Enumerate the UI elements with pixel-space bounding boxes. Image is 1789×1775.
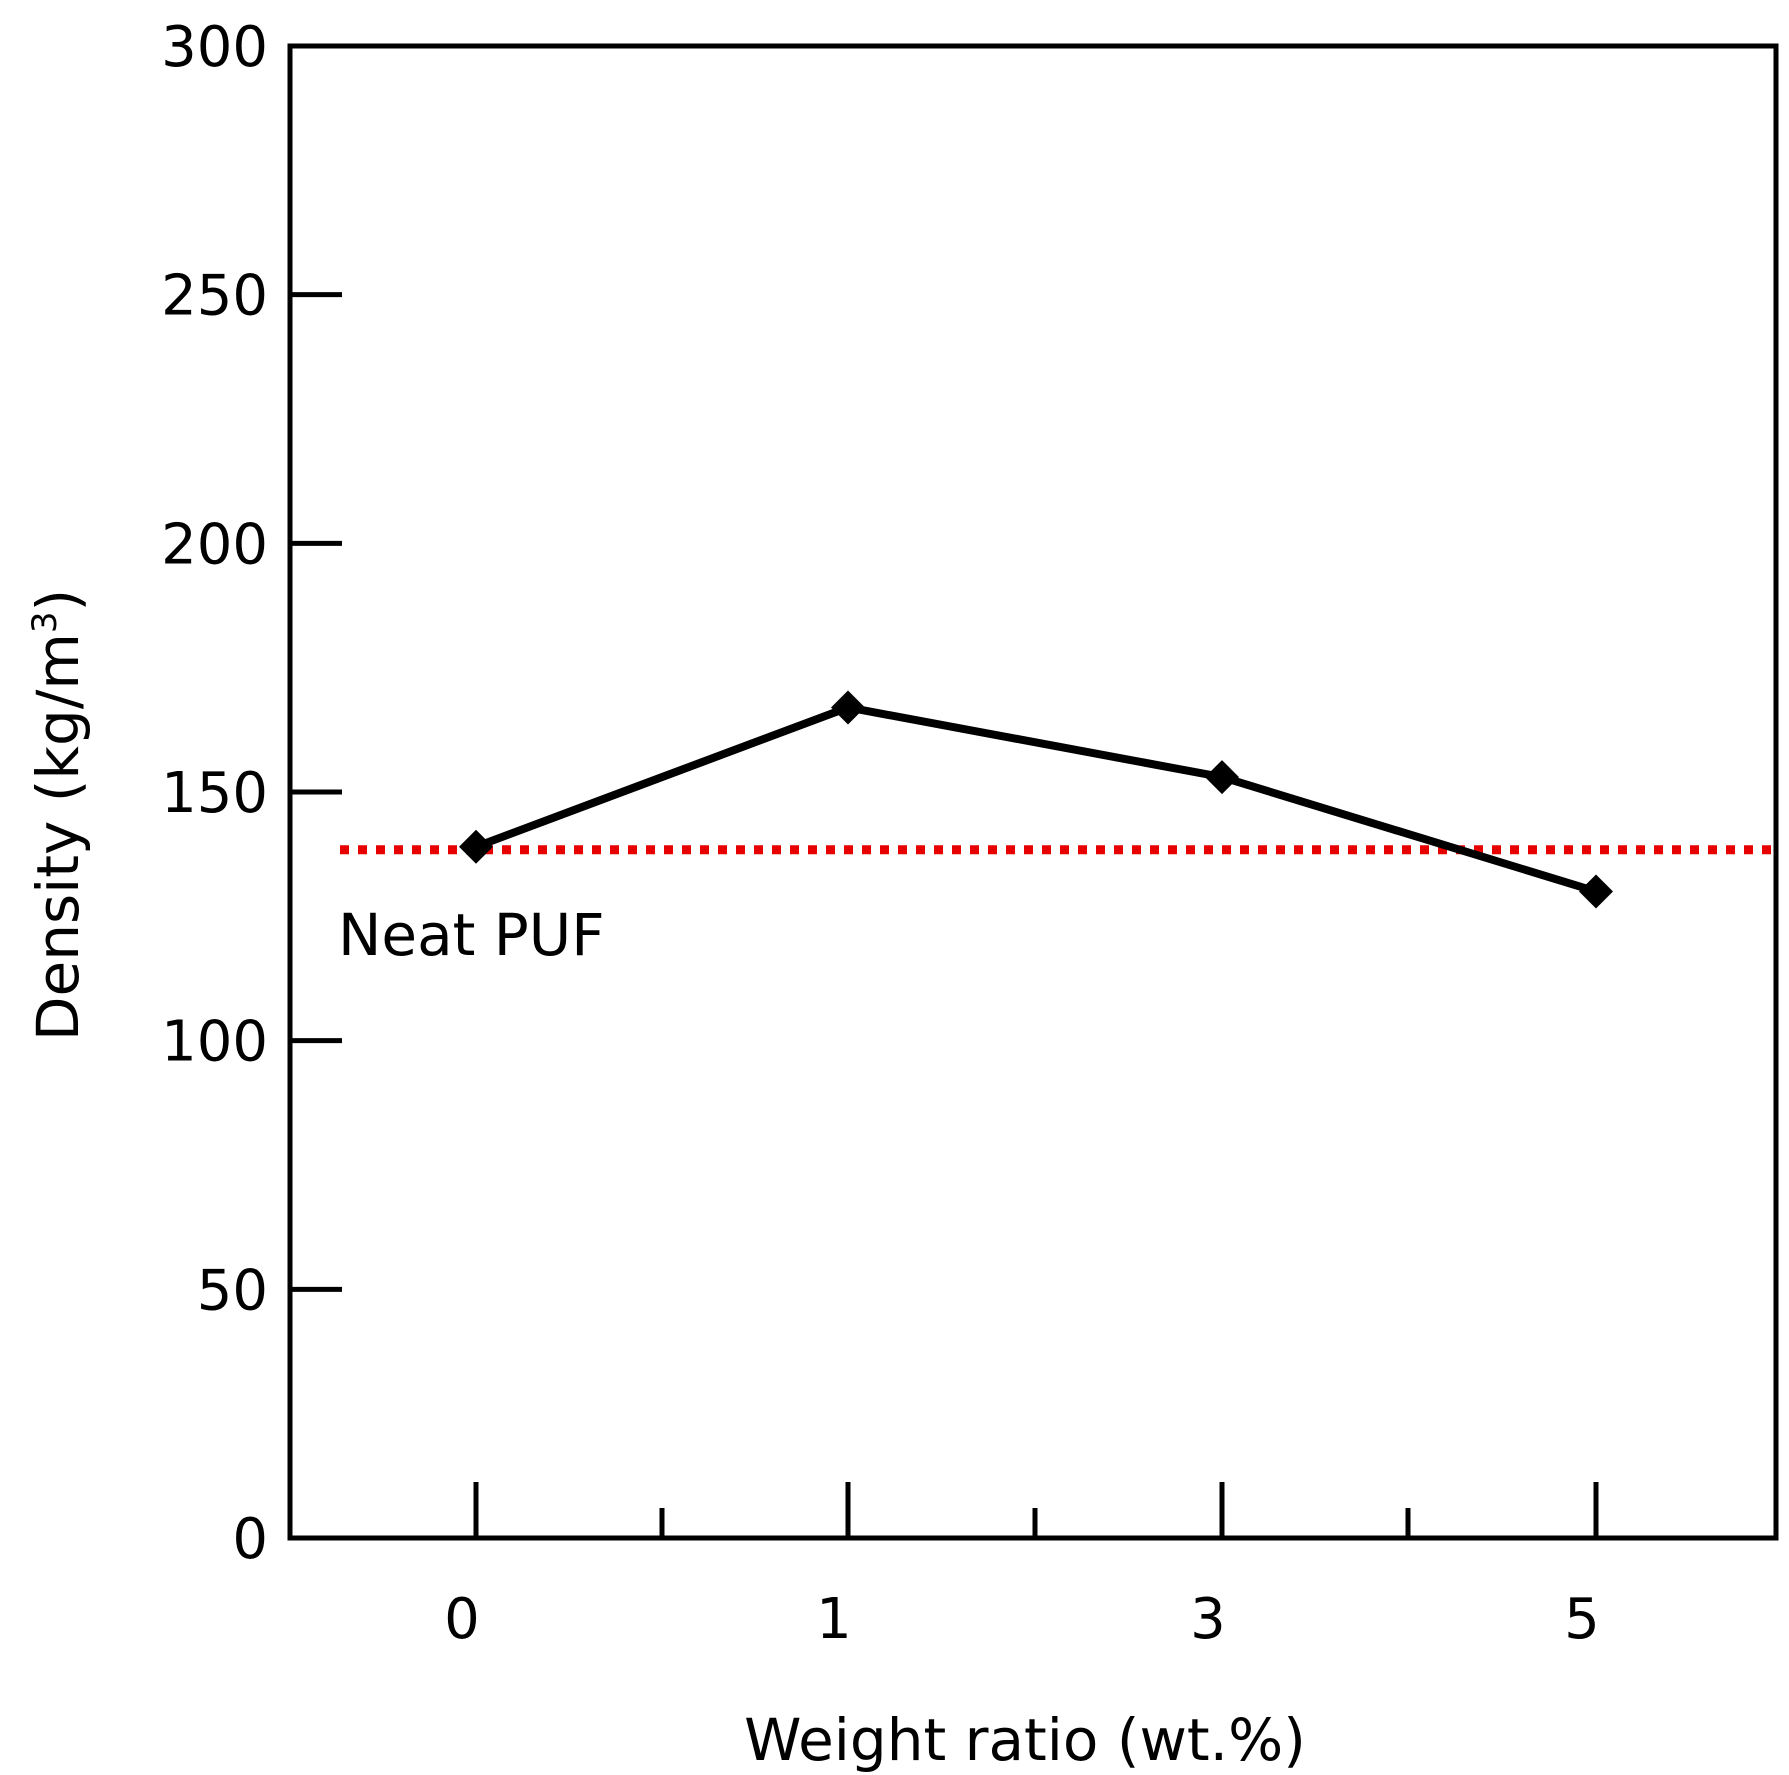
data-point-marker (1205, 760, 1239, 795)
x-tick-label: 5 (1564, 1587, 1600, 1652)
y-tick-label: 200 (161, 512, 268, 577)
series-line (474, 703, 1598, 896)
y-tick-label: 50 (197, 1258, 268, 1323)
reference-line-label: Neat PUF (338, 901, 605, 969)
y-tick-label: 250 (161, 264, 268, 329)
plot-frame (287, 43, 1779, 1541)
data-point-marker (831, 690, 865, 725)
y-axis-title: Density (kg/m3) (24, 589, 92, 1041)
y-axis-title-main: Density (kg/m (24, 633, 92, 1041)
x-tick-label: 0 (444, 1587, 480, 1652)
y-tick-label: 0 (232, 1507, 268, 1572)
axis-layer: 0 50 100 150 200 250 300 0 1 3 5 (161, 15, 1779, 1652)
x-tick-label: 3 (1190, 1587, 1226, 1652)
y-axis-title-suffix: ) (24, 589, 92, 612)
data-point-marker (1579, 874, 1613, 909)
y-tick-label: 300 (161, 15, 268, 80)
x-tick-label: 1 (816, 1587, 852, 1652)
plot-layer (340, 690, 1772, 909)
y-tick-label: 100 (161, 1010, 268, 1075)
data-point-marker (459, 829, 493, 864)
y-axis-title-superscript: 3 (25, 611, 65, 633)
x-axis-title: Weight ratio (wt.%) (744, 1706, 1306, 1774)
y-tick-label: 150 (161, 761, 268, 826)
